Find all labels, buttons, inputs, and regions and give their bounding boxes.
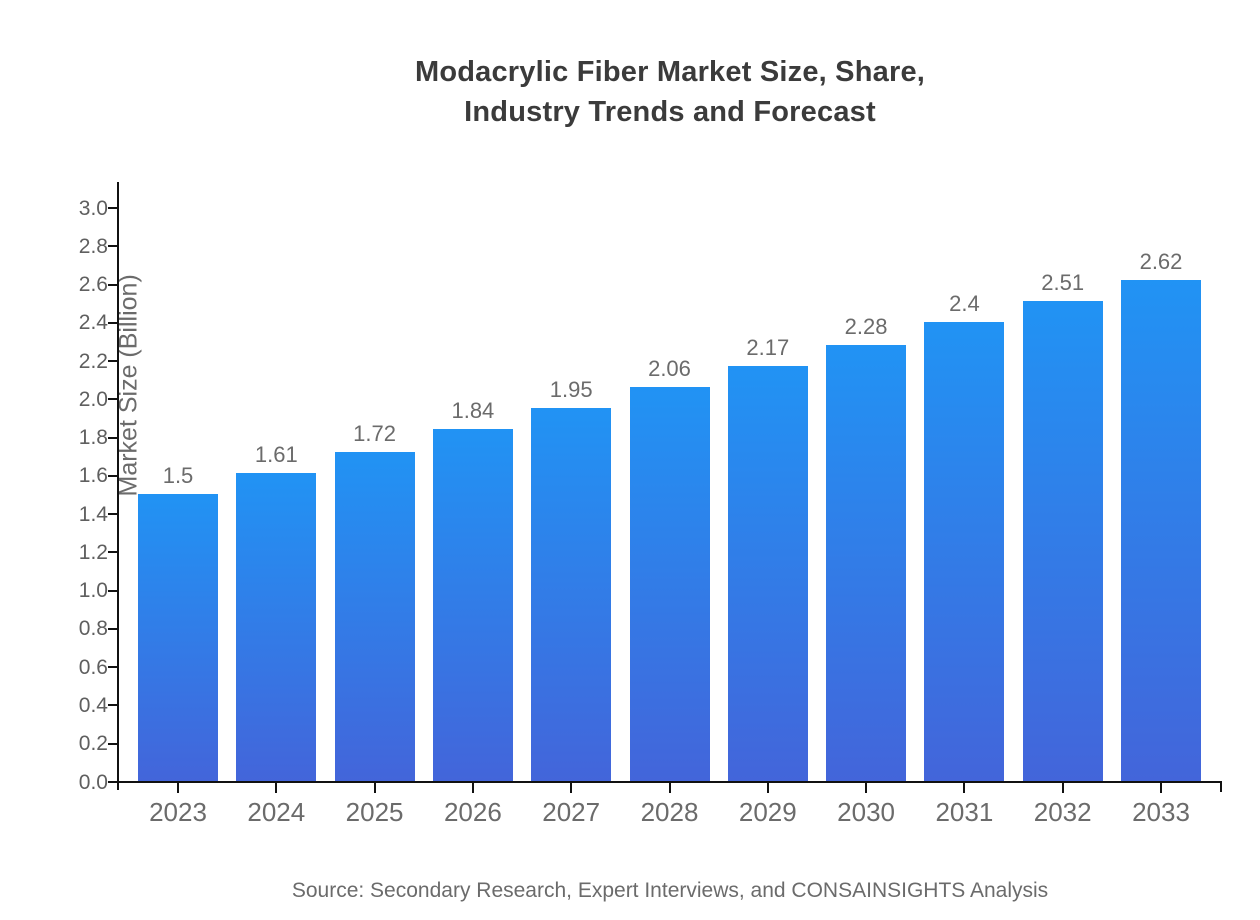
- y-axis-tick-label: 3.0: [78, 196, 108, 220]
- x-axis-tick-label: 2026: [443, 797, 502, 827]
- y-axis-tick-label: 1.4: [78, 502, 108, 526]
- y-axis-tick-label: 0.8: [78, 617, 108, 641]
- y-axis-tick-label: 0.0: [78, 770, 108, 794]
- y-axis-tick: [108, 627, 117, 630]
- y-axis-tick-label: 1.0: [78, 579, 108, 603]
- x-axis-tick: [570, 783, 573, 793]
- x-axis-tick: [766, 783, 769, 793]
- y-axis-tick: [108, 360, 117, 363]
- plot-area: 0.0 0.2 0.4 0.6 0.8 1.0 1.2 1.4 1.6 1.8 2.0 2.2 2.4 2…: [79, 182, 1222, 827]
- y-axis-tick: [108, 283, 117, 286]
- y-axis-tick-label: 2.4: [78, 311, 108, 335]
- x-axis-tick: [275, 783, 278, 793]
- y-axis-tick-label: 2.0: [78, 387, 108, 411]
- chart-title: Modacrylic Fiber Market Size, Share, Ind…: [80, 52, 1260, 132]
- x-axis-tick: [865, 783, 868, 793]
- bar-2033: [1121, 279, 1201, 781]
- y-axis-tick: [108, 742, 117, 745]
- y-axis-tick-label: 0.6: [78, 655, 108, 679]
- y-axis-tick: [108, 398, 117, 401]
- x-axis-tick: [471, 783, 474, 793]
- x-axis-tick-label: 2032: [1033, 797, 1092, 827]
- bar-2028: [629, 386, 710, 781]
- y-axis-tick-label: 0.2: [78, 732, 108, 756]
- bar-2029: [727, 365, 808, 781]
- x-axis-end-tick: [1220, 781, 1222, 792]
- y-axis-tick-label: 1.2: [78, 540, 108, 564]
- bar-value-label: 2.28: [844, 313, 888, 339]
- x-axis-tick: [177, 783, 179, 793]
- y-axis-tick: [108, 436, 117, 439]
- x-axis-tick: [1160, 783, 1162, 793]
- bar-value-label: 2.51: [1041, 269, 1085, 295]
- x-axis-tick-label: 2027: [542, 797, 601, 827]
- bar-2032: [1022, 300, 1103, 781]
- bar-value-label: 1.95: [549, 376, 593, 402]
- chart-title-line-1: Modacrylic Fiber Market Size, Share,: [414, 56, 926, 88]
- x-axis-tick-label: 2030: [837, 797, 896, 827]
- x-axis-tick-label: 2025: [345, 797, 404, 827]
- bar-value-label: 2.06: [648, 355, 691, 381]
- bar-value-label: 2.17: [746, 334, 790, 360]
- y-axis-tick-label: 2.2: [78, 349, 108, 373]
- x-axis-tick-label: 2023: [149, 797, 207, 827]
- y-axis-tick: [108, 474, 117, 477]
- x-axis-tick: [373, 783, 376, 793]
- bar-value-label: 1.84: [451, 397, 495, 423]
- x-axis-tick-label: 2031: [935, 797, 994, 827]
- bar-2027: [531, 407, 612, 781]
- x-axis-line: [109, 781, 1222, 783]
- bar-2024: [236, 472, 317, 781]
- x-axis-tick-label: 2033: [1132, 797, 1190, 827]
- y-axis-tick-label: 1.6: [78, 464, 108, 488]
- y-axis-tick: [108, 666, 117, 669]
- y-axis-tick: [108, 781, 117, 783]
- x-axis-tick: [668, 783, 671, 793]
- bar-value-label: 2.4: [949, 290, 980, 316]
- y-axis-tick: [108, 207, 117, 209]
- bar-value-label: 1.72: [353, 420, 396, 446]
- x-axis-tick-label: 2029: [738, 797, 797, 827]
- x-axis-tick: [1061, 783, 1064, 793]
- bar-2026: [432, 428, 513, 781]
- y-axis-tick-label: 2.8: [78, 234, 108, 258]
- bar-value-label: 2.62: [1139, 248, 1183, 274]
- y-axis-tick-label: 0.4: [78, 693, 108, 717]
- chart-title-line-2: Industry Trends and Forecast: [464, 96, 876, 128]
- x-axis-tick: [963, 783, 966, 793]
- y-axis-tick: [108, 513, 117, 516]
- bar-2030: [826, 344, 907, 781]
- y-axis-tick-label: 2.6: [78, 273, 108, 297]
- y-axis-tick: [108, 704, 117, 707]
- bar-value-label: 1.5: [162, 463, 194, 488]
- y-axis-tick-label: 1.8: [78, 426, 108, 450]
- bar-2025: [334, 451, 415, 781]
- source-note: Source: Secondary Research, Expert Inter…: [291, 879, 1049, 902]
- y-axis-tick: [108, 551, 117, 554]
- y-axis-tick: [108, 589, 117, 592]
- y-axis-line: [117, 182, 119, 790]
- y-axis-tick: [108, 245, 117, 248]
- bar-2023: [138, 494, 218, 781]
- y-axis-tick: [108, 321, 117, 324]
- x-axis-tick-label: 2024: [247, 797, 306, 827]
- x-axis-tick-label: 2028: [640, 797, 699, 827]
- bar-value-label: 1.61: [254, 441, 298, 467]
- bar-2031: [924, 321, 1005, 781]
